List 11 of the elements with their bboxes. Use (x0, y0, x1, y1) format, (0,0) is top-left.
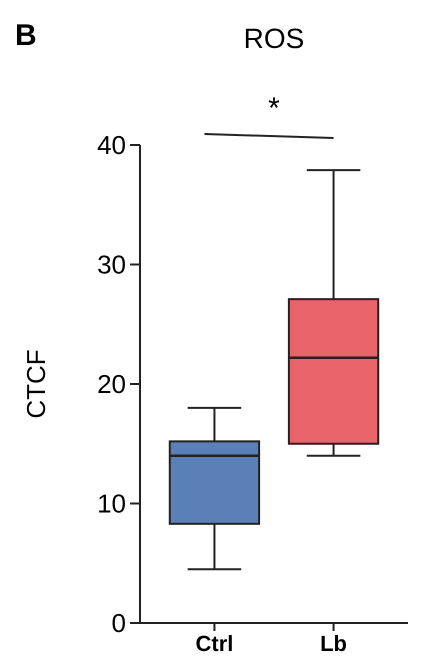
x-tick-label: Ctrl (196, 631, 234, 656)
y-axis-title: CTCF (21, 349, 51, 419)
chart-title: ROS (244, 23, 304, 54)
x-tick-label: Lb (320, 631, 347, 656)
y-tick-label: 30 (97, 250, 126, 280)
y-tick-label: 40 (97, 130, 126, 160)
text: B (15, 19, 37, 52)
y-tick-label: 0 (112, 608, 126, 638)
y-tick-label: 10 (97, 488, 126, 519)
y-tick-label: 20 (97, 369, 126, 400)
text: * (268, 92, 280, 125)
